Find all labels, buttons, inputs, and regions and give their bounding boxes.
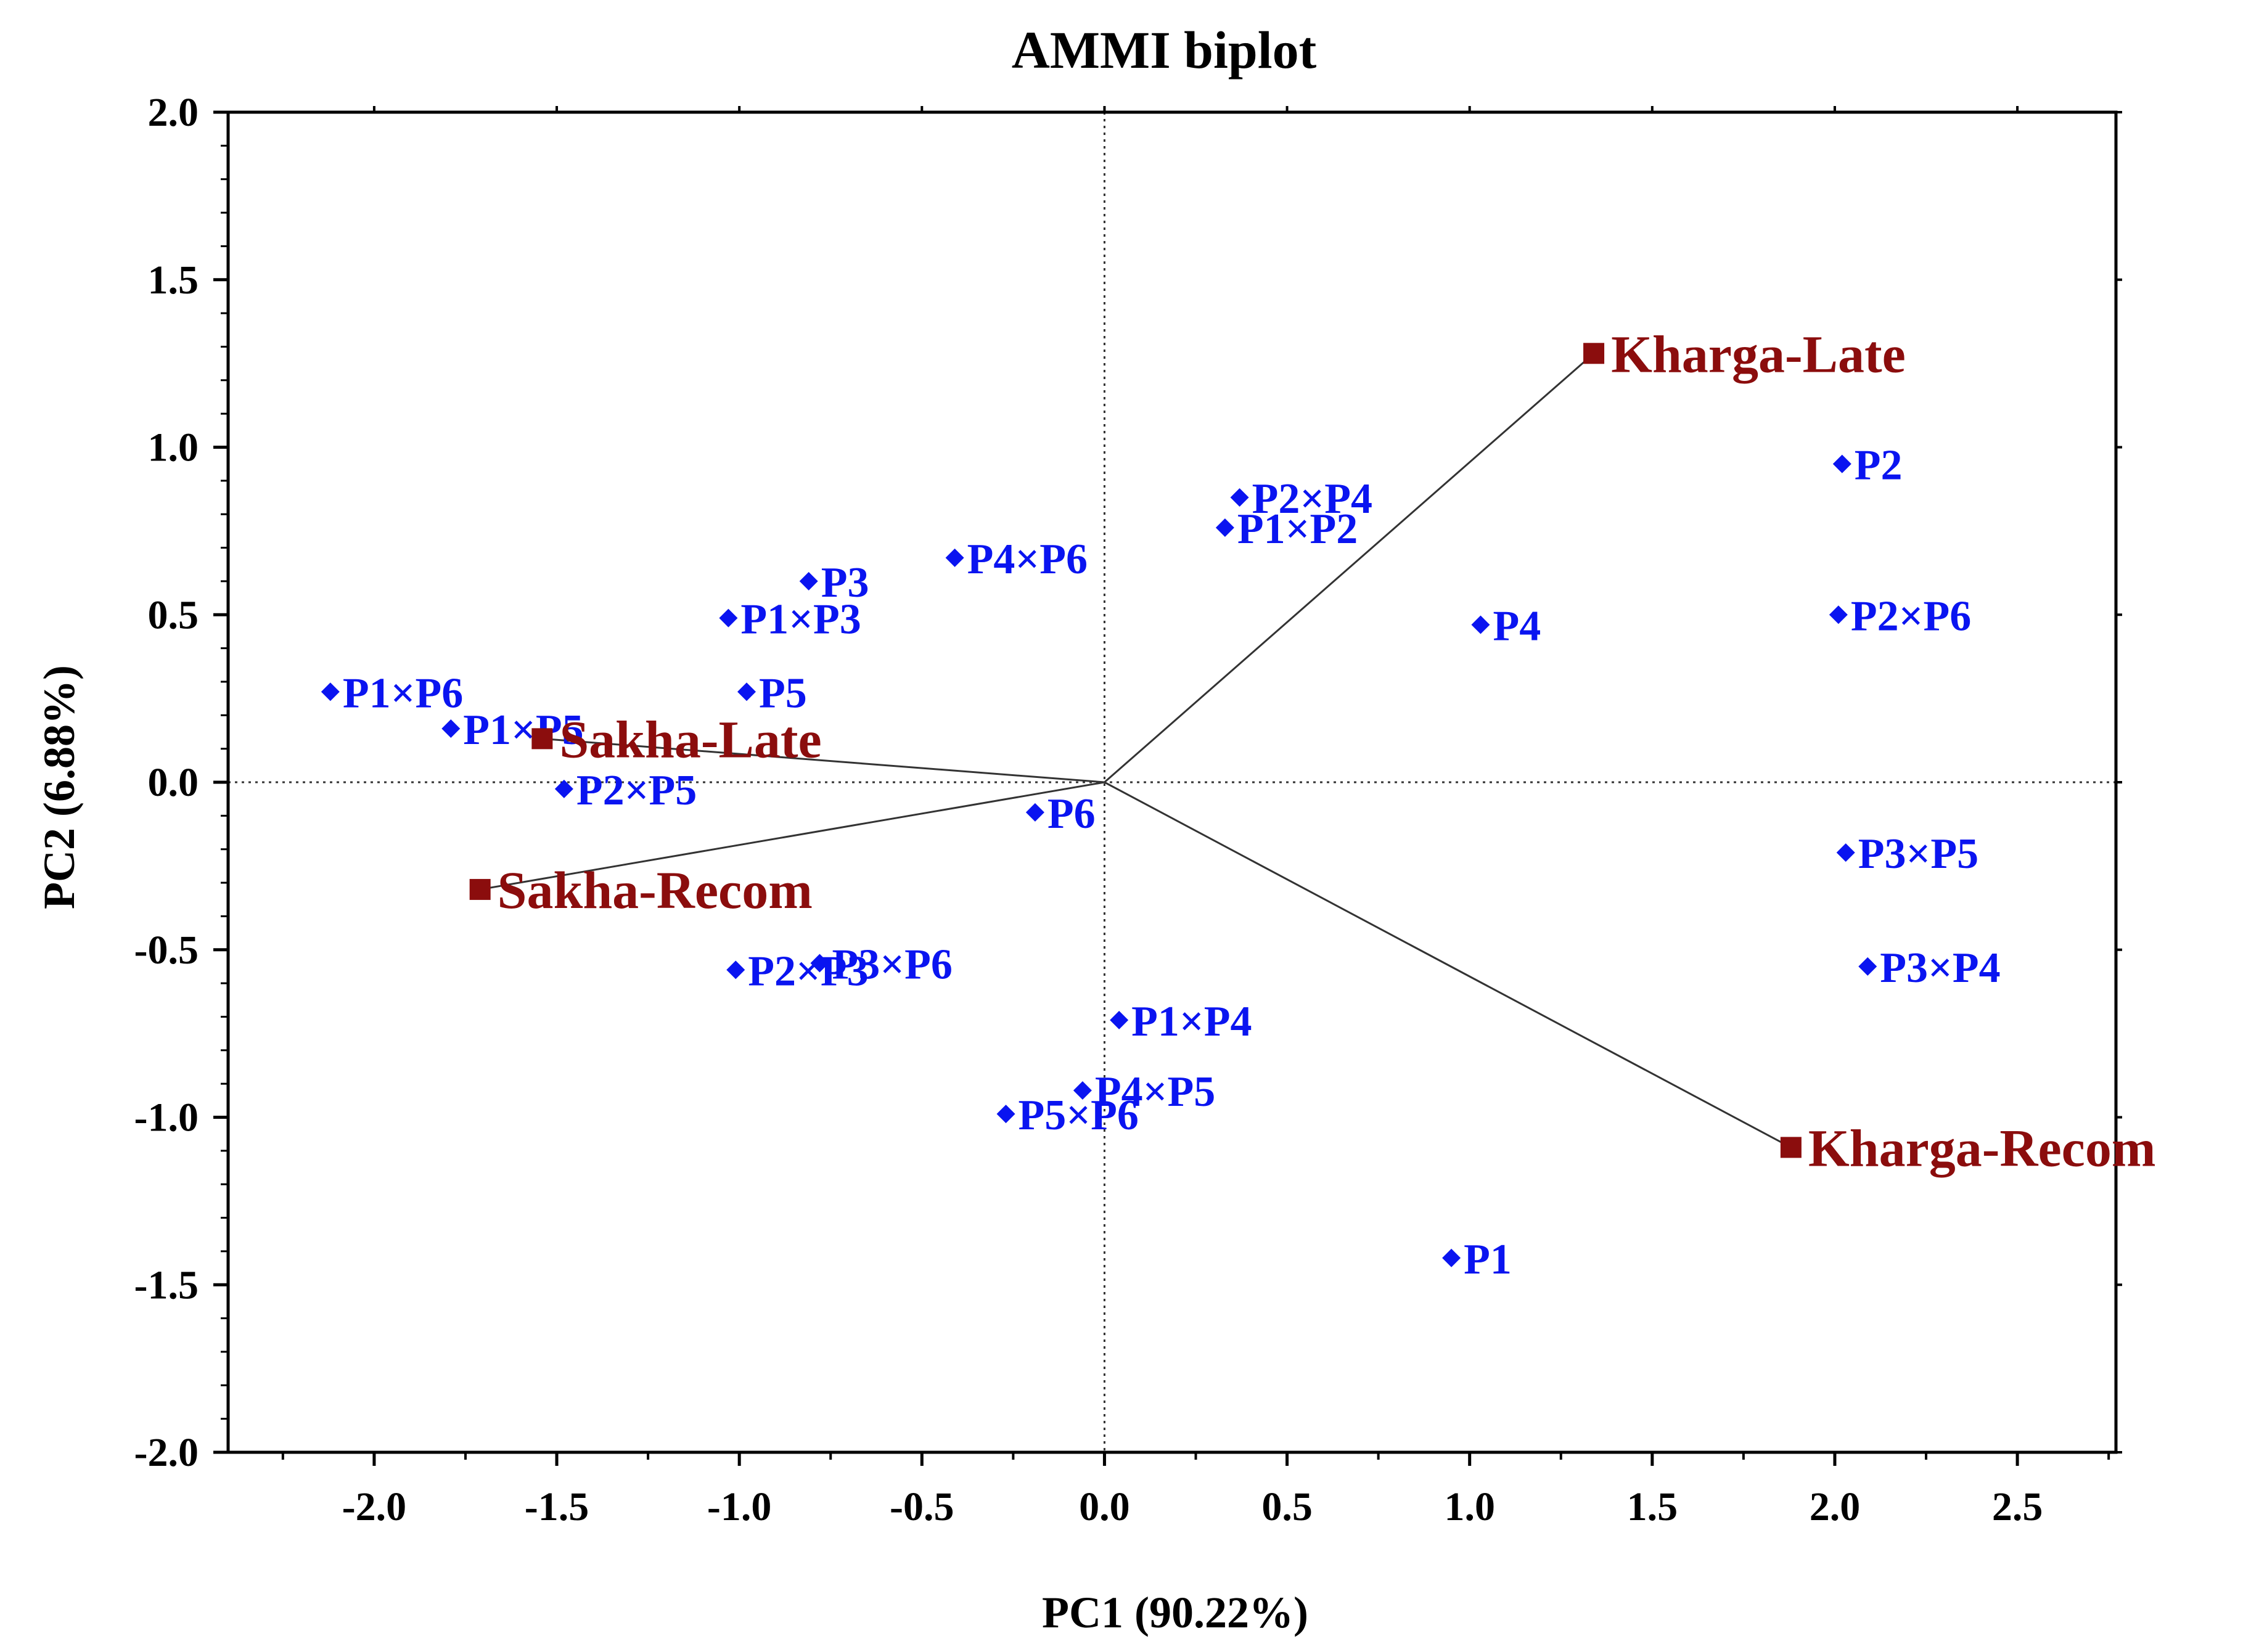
environment-point (469, 878, 491, 900)
genotype-point (1836, 843, 1855, 862)
chart-title: AMMI biplot (1012, 20, 1317, 80)
genotype-point (737, 682, 756, 701)
genotype-label: P2×P5 (576, 767, 697, 814)
y-tick-label: -1.5 (134, 1262, 199, 1307)
genotype-label: P1×P5 (463, 706, 583, 754)
genotype-label: P3×P5 (1858, 830, 1978, 878)
environment-label: Kharga-Recom (1808, 1118, 2156, 1177)
genotype-point (1110, 1010, 1129, 1029)
x-tick-label: -2.0 (342, 1484, 406, 1529)
genotype-point (810, 954, 829, 973)
x-tick-label: 0.5 (1261, 1484, 1313, 1529)
x-tick-label: -1.0 (707, 1484, 771, 1529)
genotype-label: P2×P6 (1851, 592, 1971, 640)
y-tick-label: -1.0 (134, 1095, 199, 1140)
environment-label: Kharga-Late (1611, 324, 1906, 383)
genotype-label: P1×P3 (740, 596, 861, 644)
environment-point (1583, 343, 1605, 364)
y-tick-label: 1.5 (148, 258, 199, 303)
environment-vectors (480, 353, 1792, 1148)
environment-vector (1104, 781, 1792, 1148)
genotype-point (1025, 803, 1044, 822)
y-tick-label: -2.0 (134, 1430, 199, 1475)
genotype-point (321, 682, 340, 701)
genotype-point (726, 960, 745, 979)
genotype-label: P3×P4 (1880, 944, 2000, 992)
x-axis-label: PC1 (90.22%) (1042, 1588, 1308, 1637)
genotype-point (1829, 605, 1848, 624)
environment-point (1780, 1137, 1802, 1158)
genotype-point (799, 571, 818, 591)
genotype-point (945, 548, 964, 567)
genotype-label: P4 (1493, 603, 1541, 650)
genotype-label: P1×P2 (1237, 505, 1358, 553)
x-tick-label: 0.0 (1079, 1484, 1130, 1529)
genotype-label: P4×P6 (967, 536, 1088, 583)
x-tick-label: -1.5 (525, 1484, 589, 1529)
genotype-point (996, 1105, 1015, 1124)
genotype-label: P1×P6 (343, 669, 463, 717)
genotype-label: P6 (1048, 790, 1096, 838)
genotype-label: P3 (821, 559, 869, 607)
x-tick-label: 1.0 (1444, 1484, 1495, 1529)
environment-label: Sakha-Recom (498, 861, 813, 920)
genotype-point (719, 608, 738, 628)
axes: -2.0 -1.5 -1.0 -0.5 0.0 0.5 1.0 1.5 2.0 2.5 2.0 1.5… (134, 90, 2122, 1529)
genotype-label: P2 (1855, 442, 1903, 489)
genotype-label: P4×P5 (1095, 1068, 1215, 1116)
x-tick-label: -0.5 (890, 1484, 954, 1529)
reference-lines (228, 112, 2116, 1452)
environment-label: Sakha-Late (559, 709, 821, 769)
genotype-point (1215, 518, 1234, 537)
y-tick-label: 0.0 (148, 760, 199, 805)
y-tick-label: 1.0 (148, 425, 199, 470)
genotype-label: P1 (1464, 1236, 1512, 1283)
x-tick-label: 2.5 (1992, 1484, 2043, 1529)
x-tick-label: 2.0 (1810, 1484, 1861, 1529)
y-tick-label: 2.0 (148, 90, 199, 135)
y-tick-label: 0.5 (148, 592, 199, 637)
genotype-point (1230, 488, 1249, 507)
genotype-label: P2×P3 (748, 947, 868, 995)
genotype-point (1832, 454, 1851, 473)
genotype-label: P1×P4 (1131, 998, 1252, 1045)
environment-vector (1104, 353, 1595, 783)
genotype-label: P5×P6 (1019, 1092, 1139, 1139)
genotype-point (1471, 615, 1490, 634)
y-axis-label: PC2 (6.88%) (35, 665, 84, 909)
genotype-label: P3×P6 (832, 941, 952, 988)
y-tick-label: -0.5 (134, 928, 199, 973)
genotype-point (1858, 957, 1877, 976)
genotype-point (1442, 1248, 1461, 1267)
genotype-label: P2×P4 (1252, 475, 1372, 523)
x-tick-label: 1.5 (1627, 1484, 1678, 1529)
environment-point (531, 728, 553, 750)
genotype-point (441, 719, 461, 738)
genotype-label: P5 (759, 669, 807, 717)
genotype-point (1073, 1081, 1092, 1100)
environment-vector (480, 781, 1105, 891)
genotype-point (554, 779, 573, 798)
environment-vector (542, 737, 1105, 783)
